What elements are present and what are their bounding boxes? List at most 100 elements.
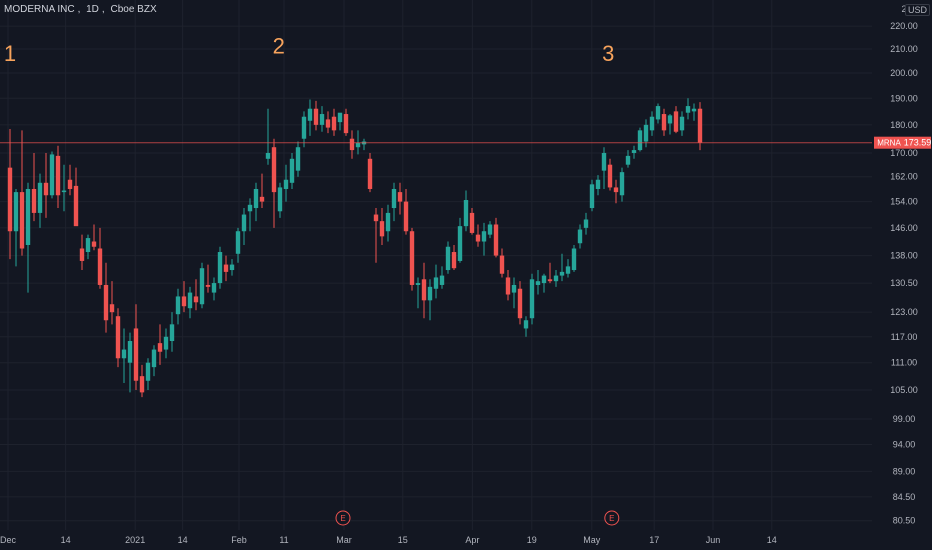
candle — [163, 328, 169, 359]
candle — [571, 244, 577, 272]
interval-label[interactable]: 1D — [86, 4, 99, 15]
candle-body — [385, 212, 391, 232]
candle — [265, 108, 271, 165]
candle — [679, 111, 685, 136]
x-tick-label: 14 — [767, 535, 777, 545]
candle-body — [229, 264, 235, 271]
y-tick-label: 146.00 — [890, 223, 918, 233]
candle-body — [625, 155, 631, 165]
candle — [199, 262, 205, 309]
candle — [523, 316, 529, 337]
candle — [313, 100, 319, 131]
candle — [145, 358, 151, 391]
candle-body — [235, 231, 241, 254]
candle — [361, 138, 367, 151]
candle-body — [397, 192, 403, 202]
candle — [649, 111, 655, 136]
candle-body — [169, 324, 175, 342]
candle — [289, 152, 295, 189]
candle — [421, 262, 427, 319]
candle-body — [67, 179, 73, 189]
candle-body — [193, 296, 199, 303]
candle — [553, 270, 559, 287]
candle-body — [475, 234, 481, 242]
candle — [667, 114, 673, 135]
candle-body — [421, 279, 427, 301]
candle-body — [253, 188, 259, 209]
axes: 220.00 210.00 200.00 190.00 180.00 170.00 162.… — [0, 4, 918, 545]
candle-body — [19, 192, 25, 249]
candle-body — [667, 115, 673, 124]
candle — [655, 103, 661, 124]
y-tick-label: 99.00 — [893, 414, 916, 424]
x-tick-label: Mar — [336, 535, 352, 545]
candle-body — [445, 246, 451, 271]
chart-title: MODERNA INC, 1D, Cboe BZX — [4, 4, 157, 15]
x-tick-label: 19 — [527, 535, 537, 545]
grid-lines — [0, 0, 872, 530]
candle-body — [571, 248, 577, 271]
candle-body — [631, 150, 637, 153]
candle — [235, 227, 241, 263]
candle-body — [211, 283, 217, 293]
candle — [151, 345, 157, 377]
candle-body — [7, 167, 13, 232]
candle — [613, 179, 619, 204]
candle-body — [487, 224, 493, 235]
candle — [379, 208, 385, 245]
y-tick-label-top: 2 — [901, 4, 906, 14]
wave-label: 2 — [273, 34, 285, 59]
candle — [619, 167, 625, 202]
candle-body — [139, 376, 145, 393]
candle — [535, 270, 541, 295]
currency-badge[interactable]: USD — [904, 4, 930, 16]
candle — [397, 182, 403, 215]
candle — [631, 145, 637, 159]
candle-body — [61, 190, 67, 193]
candle-body — [283, 179, 289, 189]
candle — [271, 138, 277, 228]
candle — [673, 106, 679, 134]
candle-body — [133, 328, 139, 381]
candle-body — [589, 184, 595, 209]
candle — [409, 227, 415, 291]
candle-body — [115, 316, 121, 359]
candle — [217, 246, 223, 289]
candle-body — [289, 158, 295, 183]
y-tick-label: 162.00 — [890, 172, 918, 182]
candle — [301, 111, 307, 148]
candle — [337, 112, 343, 131]
x-tick-label: Jun — [706, 535, 721, 545]
y-tick-label: 94.00 — [893, 439, 916, 449]
candle-body — [517, 288, 523, 319]
candle — [493, 217, 499, 258]
candle-body — [145, 362, 151, 381]
candle-body — [649, 116, 655, 131]
y-tick-label: 123.00 — [890, 307, 918, 317]
candle — [595, 175, 601, 196]
candle — [307, 99, 313, 136]
candle — [295, 141, 301, 177]
candle-body — [607, 164, 613, 188]
candle-body — [103, 284, 109, 321]
candle-body — [295, 147, 301, 171]
candle — [25, 182, 31, 293]
earnings-label: E — [609, 514, 614, 523]
candle-body — [553, 275, 559, 282]
candle — [55, 145, 61, 209]
candle — [187, 286, 193, 319]
candle — [115, 308, 121, 368]
candle — [607, 158, 613, 191]
candle-body — [655, 106, 661, 120]
candle — [565, 259, 571, 278]
candle — [637, 127, 643, 152]
candle — [517, 281, 523, 325]
x-tick-label: 14 — [61, 535, 71, 545]
chart-overlays: MRNA 173.59 1 2 3 E E — [0, 34, 931, 526]
candle-body — [91, 241, 97, 247]
candle-body — [175, 296, 181, 315]
candle — [463, 190, 469, 232]
candle — [43, 152, 49, 218]
candle-body — [13, 192, 19, 232]
